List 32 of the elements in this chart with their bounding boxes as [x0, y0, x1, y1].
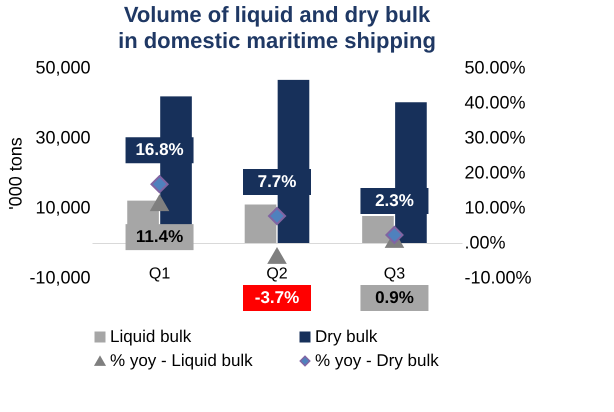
- point: [150, 175, 169, 194]
- point: [150, 195, 169, 212]
- x-tick-label: Q1: [148, 266, 170, 282]
- data-label: 11.4%: [136, 227, 184, 246]
- point: [268, 248, 286, 264]
- y-tick-label: 50,000: [35, 58, 90, 78]
- legend-label: % yoy - Liquid bulk: [110, 351, 254, 370]
- bar: [244, 204, 276, 243]
- y-axis-title: '000 tons: [5, 137, 26, 210]
- data-label: 7.7%: [258, 172, 296, 192]
- y-tick-label: 30,000: [35, 128, 90, 148]
- point: [268, 206, 286, 226]
- y2-tick-label: 50.00%: [464, 58, 526, 78]
- y2-tick-label: 20.00%: [464, 162, 526, 182]
- y2-tick-label: -10.00%: [464, 268, 532, 288]
- y-tick-label: -10,000: [29, 268, 90, 288]
- chart-title: Volume of liquid and dry bulk in domestic maritime shipping: [118, 2, 436, 53]
- legend-label: Dry bulk: [315, 327, 378, 346]
- legend-label: Liquid bulk: [110, 327, 192, 346]
- x-tick-label: Q2: [266, 266, 288, 282]
- point: [385, 226, 404, 244]
- data-label: -3.7%: [254, 288, 300, 307]
- y2-tick-label: 10.00%: [464, 198, 526, 218]
- y-tick-label: 10,000: [35, 198, 90, 218]
- data-label: 16.8%: [135, 140, 184, 160]
- data-label: 2.3%: [375, 190, 414, 210]
- x-tick-label: Q3: [384, 266, 406, 282]
- y2-tick-label: 30.00%: [464, 128, 526, 148]
- data-label: 0.9%: [375, 288, 414, 307]
- legend-label: % yoy - Dry bulk: [315, 351, 440, 370]
- y2-tick-label: 40.00%: [464, 92, 526, 112]
- y2-tick-label: .00%: [464, 232, 506, 252]
